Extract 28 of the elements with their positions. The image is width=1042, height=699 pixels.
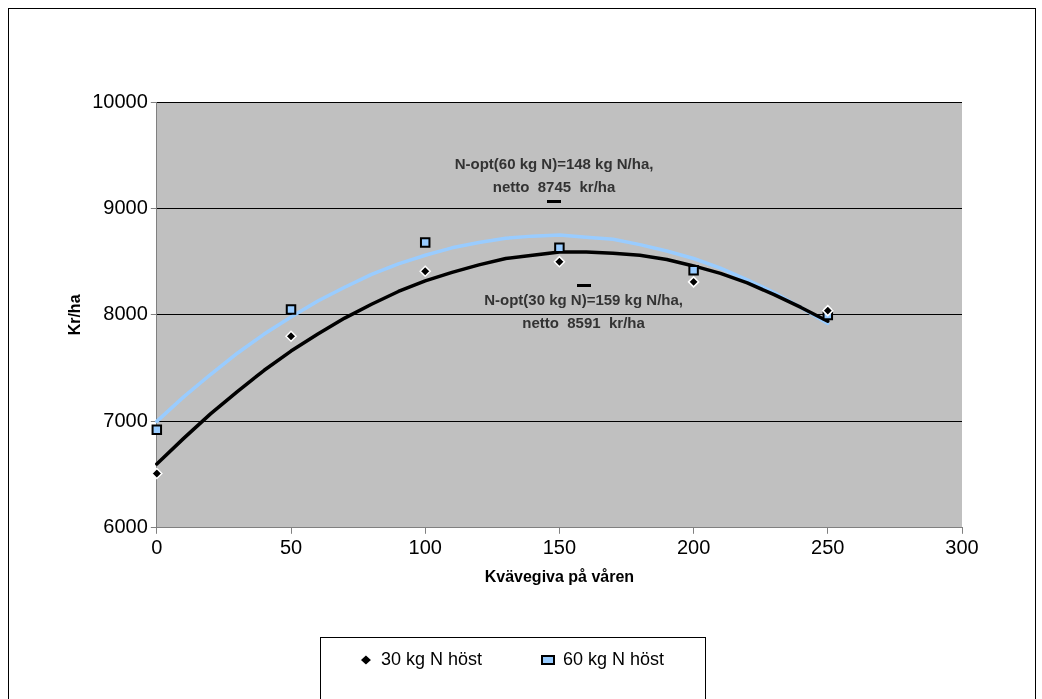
point (688, 264, 699, 276)
point (687, 276, 700, 288)
annotation: N-opt(60 kg N)=148 kg N/ha, netto 8745 kr/ha (454, 154, 654, 195)
x-tick-label: 250 (811, 536, 845, 559)
x-tick-label: 150 (542, 536, 577, 559)
x-tick-label: 300 (945, 536, 979, 559)
y-tick-label: 7000 (103, 408, 148, 431)
x-tick-label: 0 (151, 536, 163, 559)
point (285, 304, 297, 315)
y-tick-label: 10000 (92, 89, 148, 112)
x-tick-label: 50 (279, 536, 303, 559)
point (822, 304, 834, 317)
point (151, 467, 163, 480)
point (419, 237, 431, 248)
y-axis-title: Kr/ha (66, 294, 84, 336)
x-tick-label: 100 (408, 536, 442, 559)
annotation: N-opt(30 kg N)=159 kg N/ha, netto 8591 kr/ha (484, 291, 683, 332)
point (419, 265, 431, 278)
x-tick-label: 200 (676, 536, 711, 559)
point (151, 424, 163, 436)
y-tick-label: 9000 (103, 195, 148, 218)
y-tick-label: 8000 (103, 302, 148, 325)
legend-label: 60 kg N höst (563, 648, 665, 669)
point (285, 330, 297, 342)
legend-label: 30 kg N höst (380, 648, 483, 669)
y-tick-label: 6000 (103, 515, 148, 538)
x-axis-title: Kvävegiva på våren (484, 567, 635, 585)
point (553, 255, 566, 268)
